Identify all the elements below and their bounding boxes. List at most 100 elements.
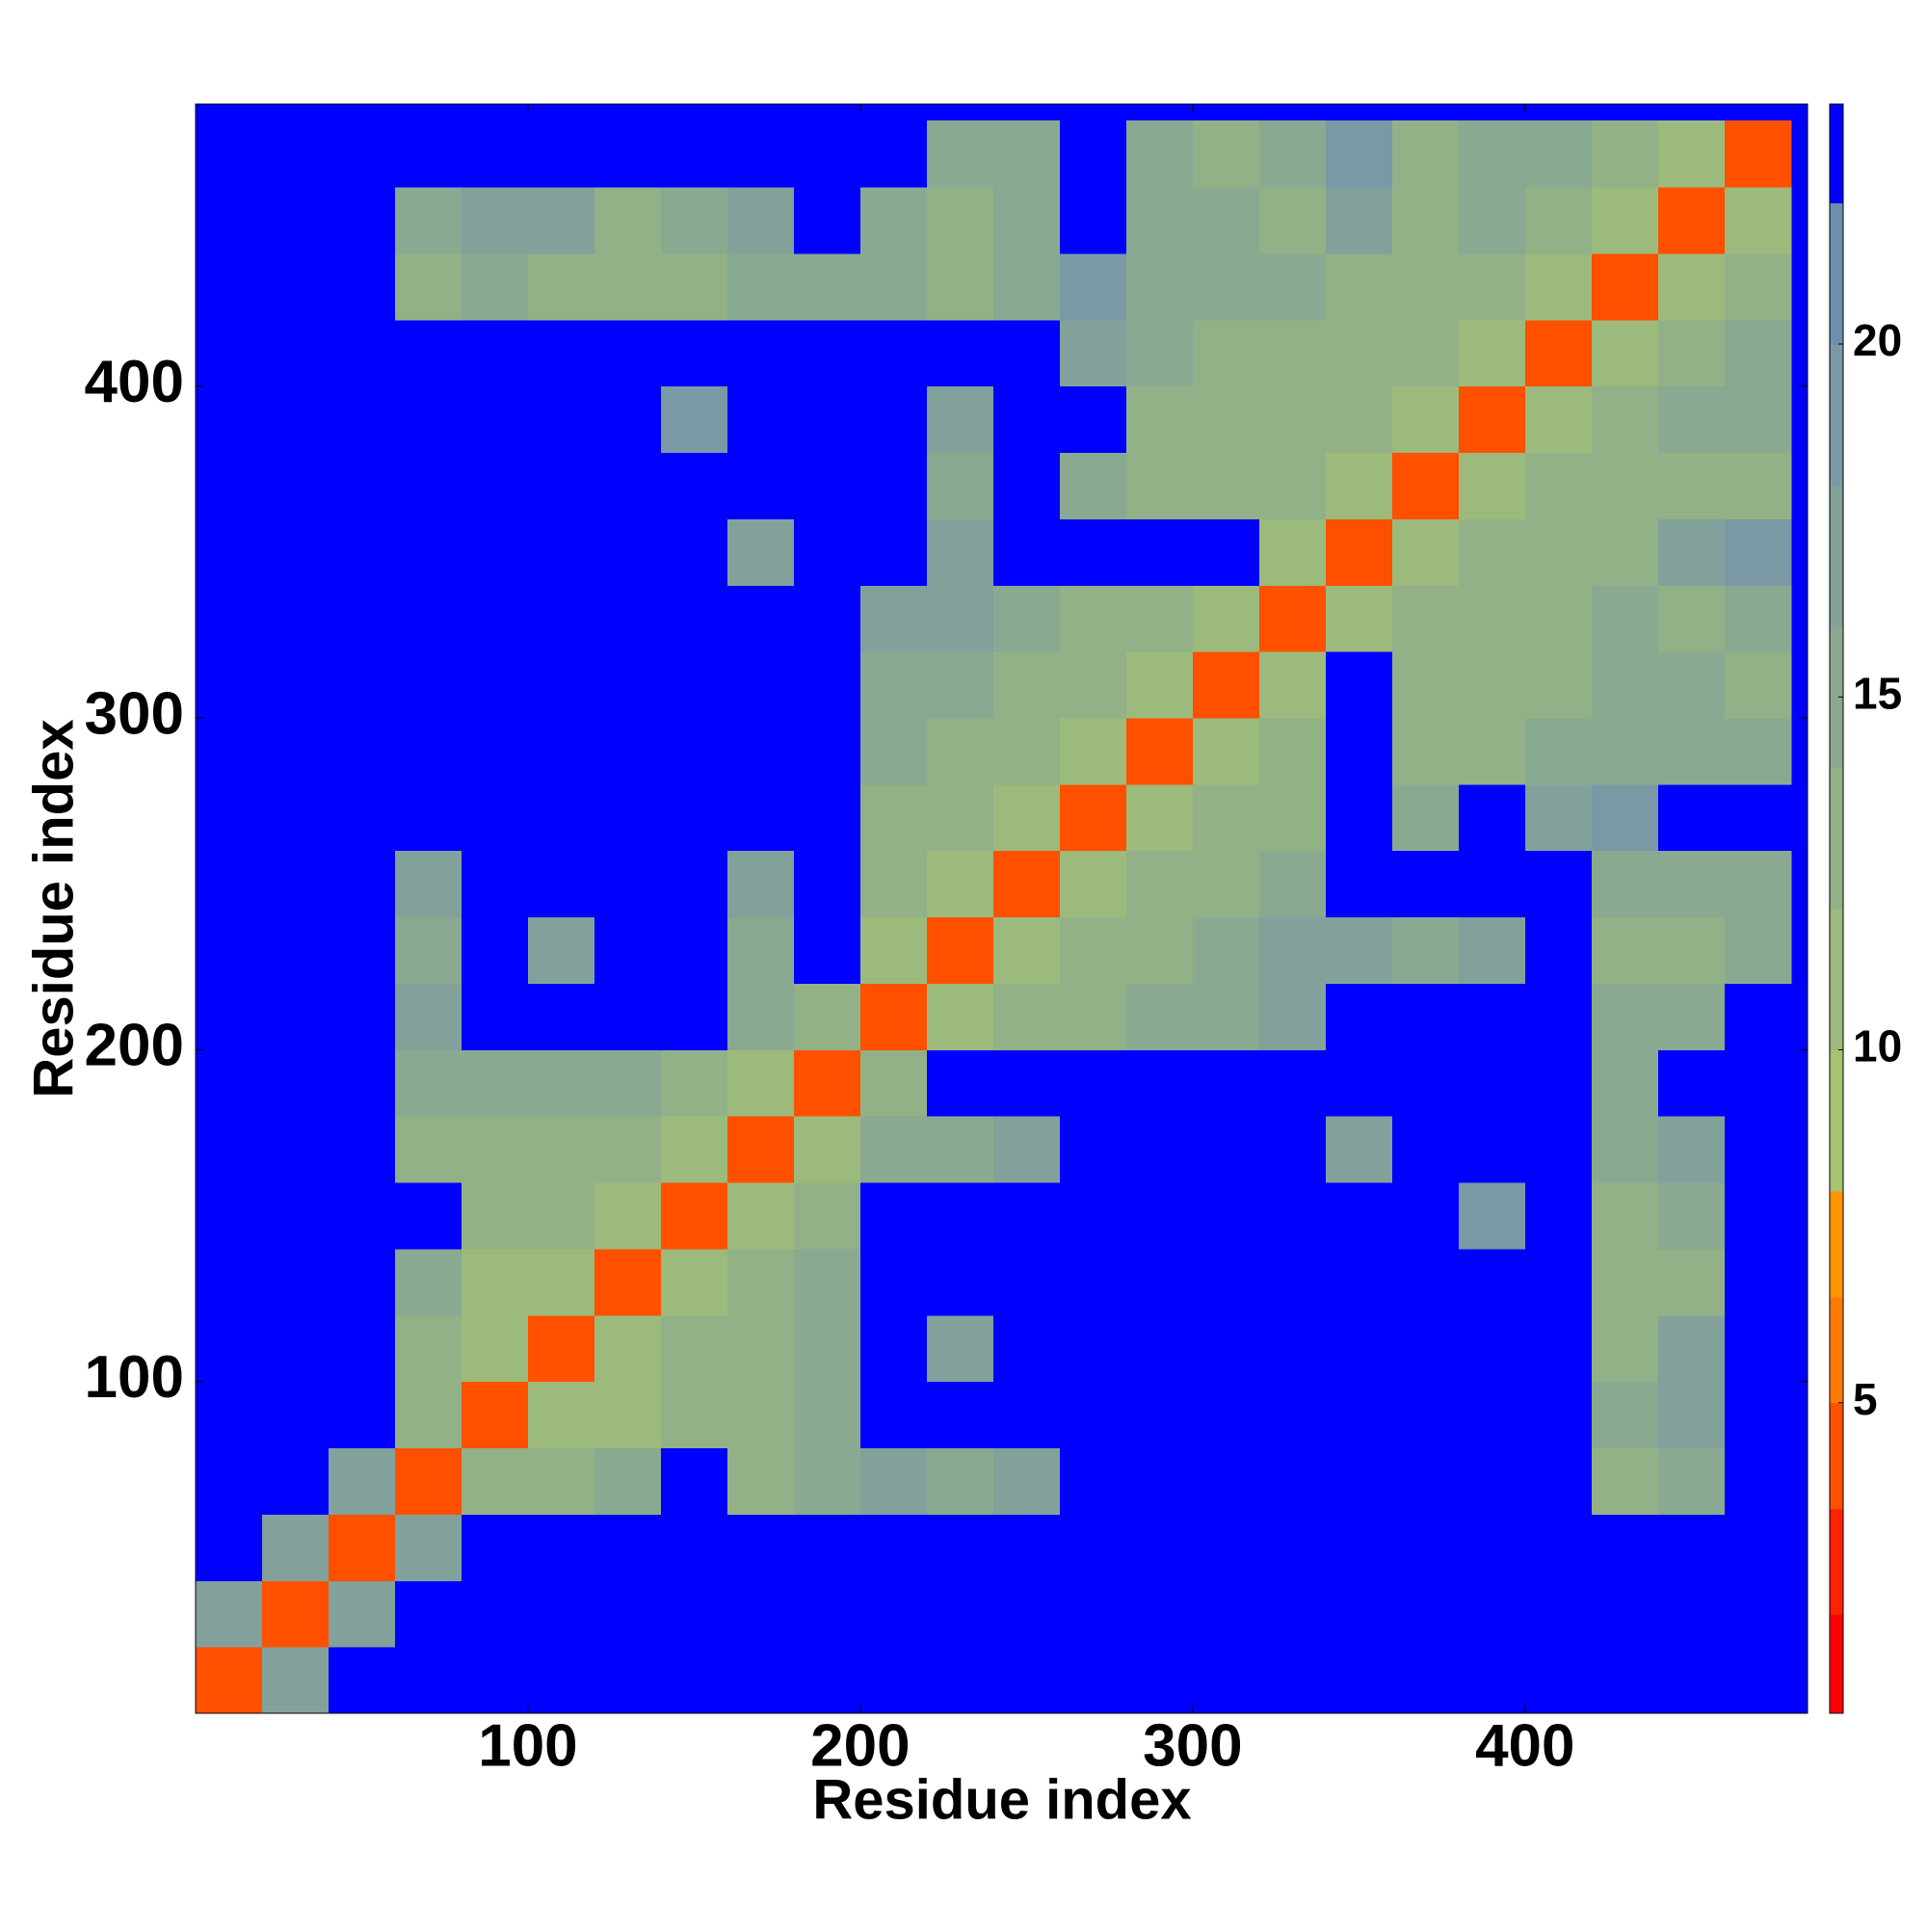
heatmap-cell xyxy=(328,1647,396,1714)
heatmap-cell xyxy=(461,518,529,586)
heatmap-cell xyxy=(726,1580,795,1648)
heatmap-cell xyxy=(1125,1447,1194,1515)
heatmap-cell xyxy=(793,585,861,652)
heatmap-cell xyxy=(793,1447,861,1515)
heatmap-cell xyxy=(261,1248,330,1316)
heatmap-cell xyxy=(328,783,396,852)
heatmap-cell xyxy=(1125,783,1194,852)
heatmap-cell xyxy=(1059,718,1127,785)
heatmap-cell xyxy=(726,1248,795,1316)
heatmap-cell xyxy=(394,452,462,519)
heatmap-cell xyxy=(328,850,396,918)
heatmap-cell xyxy=(394,1447,462,1515)
heatmap-cell xyxy=(1325,983,1393,1050)
heatmap-cell xyxy=(1458,850,1526,918)
heatmap-cell xyxy=(394,252,462,321)
heatmap-cell xyxy=(261,518,330,586)
heatmap-cell xyxy=(1458,1049,1526,1117)
heatmap-cell xyxy=(1657,1580,1726,1648)
heatmap-cell xyxy=(328,718,396,785)
heatmap-cell xyxy=(461,1381,529,1449)
heatmap-cell xyxy=(527,187,595,254)
heatmap-cell xyxy=(1724,1580,1792,1648)
heatmap-cell xyxy=(527,1647,595,1714)
heatmap-cell xyxy=(726,452,795,519)
heatmap-cell xyxy=(594,518,662,586)
heatmap-cell xyxy=(1059,452,1127,519)
heatmap-cell xyxy=(926,319,994,387)
heatmap-cell xyxy=(926,1314,994,1383)
heatmap-cell xyxy=(992,452,1061,519)
heatmap-cell xyxy=(926,585,994,652)
heatmap-cell xyxy=(793,1647,861,1714)
heatmap-cell xyxy=(1591,1647,1659,1714)
heatmap-cell xyxy=(1591,718,1659,785)
heatmap-cell xyxy=(1591,1381,1659,1449)
heatmap-cell xyxy=(594,120,662,188)
heatmap-cell xyxy=(328,1580,396,1648)
heatmap-cell xyxy=(1458,1182,1526,1250)
heatmap-cell xyxy=(594,983,662,1050)
heatmap-cell xyxy=(527,120,595,188)
y-tick-label: 300 xyxy=(85,680,184,747)
heatmap-cell xyxy=(1724,120,1792,188)
heatmap-cell xyxy=(1524,651,1593,719)
heatmap-cell xyxy=(527,1381,595,1449)
heatmap-cell xyxy=(1125,1182,1194,1250)
heatmap-cell xyxy=(1524,916,1593,984)
heatmap-cell xyxy=(1458,1447,1526,1515)
heatmap-cell xyxy=(1059,916,1127,984)
heatmap-cell xyxy=(1192,585,1260,652)
heatmap-cell xyxy=(859,783,928,852)
heatmap-cell xyxy=(594,1314,662,1383)
heatmap-cell xyxy=(992,1647,1061,1714)
heatmap-cell xyxy=(859,319,928,387)
heatmap-cell xyxy=(394,1647,462,1714)
heatmap-cell xyxy=(196,1647,263,1714)
heatmap-cell xyxy=(926,1647,994,1714)
y-axis-label: Residue index xyxy=(22,719,85,1098)
heatmap-cell xyxy=(1591,1248,1659,1316)
heatmap-cell xyxy=(1657,120,1726,188)
heatmap-cell xyxy=(1724,1248,1792,1316)
heatmap-cell xyxy=(1524,1116,1593,1183)
heatmap-cell xyxy=(394,585,462,652)
heatmap-cell xyxy=(328,1182,396,1250)
heatmap-cell xyxy=(1325,1447,1393,1515)
heatmap-cell xyxy=(1325,783,1393,852)
heatmap-cell xyxy=(1125,518,1194,586)
heatmap-cell xyxy=(1391,718,1460,785)
heatmap-cell xyxy=(594,1514,662,1581)
heatmap-cell xyxy=(1524,1049,1593,1117)
heatmap-cell xyxy=(793,452,861,519)
heatmap-cell xyxy=(394,1182,462,1250)
heatmap-cell xyxy=(1391,518,1460,586)
heatmap-cell xyxy=(926,252,994,321)
heatmap-cell xyxy=(1125,319,1194,387)
y-tick-label: 200 xyxy=(85,1013,184,1079)
heatmap-cell xyxy=(328,1049,396,1117)
heatmap-cell xyxy=(726,1447,795,1515)
heatmap-cell xyxy=(1325,1049,1393,1117)
heatmap-cell xyxy=(1125,1514,1194,1581)
heatmap-cell xyxy=(1591,252,1659,321)
heatmap-cell xyxy=(527,1314,595,1383)
heatmap-cell xyxy=(1657,187,1726,254)
heatmap-cell xyxy=(859,651,928,719)
heatmap-cell xyxy=(1724,1116,1792,1183)
heatmap-cell xyxy=(859,916,928,984)
heatmap-cell xyxy=(1059,319,1127,387)
heatmap-cell xyxy=(594,452,662,519)
heatmap-cell xyxy=(261,1049,330,1117)
heatmap-cell xyxy=(1657,1514,1726,1581)
heatmap-cell xyxy=(594,1049,662,1117)
heatmap-cell xyxy=(1458,252,1526,321)
heatmap-cell xyxy=(1458,1116,1526,1183)
heatmap-cell xyxy=(1458,385,1526,454)
heatmap-cell xyxy=(1657,651,1726,719)
heatmap-cell xyxy=(1458,1514,1526,1581)
heatmap-cell xyxy=(1524,1447,1593,1515)
heatmap-cell xyxy=(926,120,994,188)
heatmap-cell xyxy=(1524,187,1593,254)
heatmap-cell xyxy=(1391,1314,1460,1383)
